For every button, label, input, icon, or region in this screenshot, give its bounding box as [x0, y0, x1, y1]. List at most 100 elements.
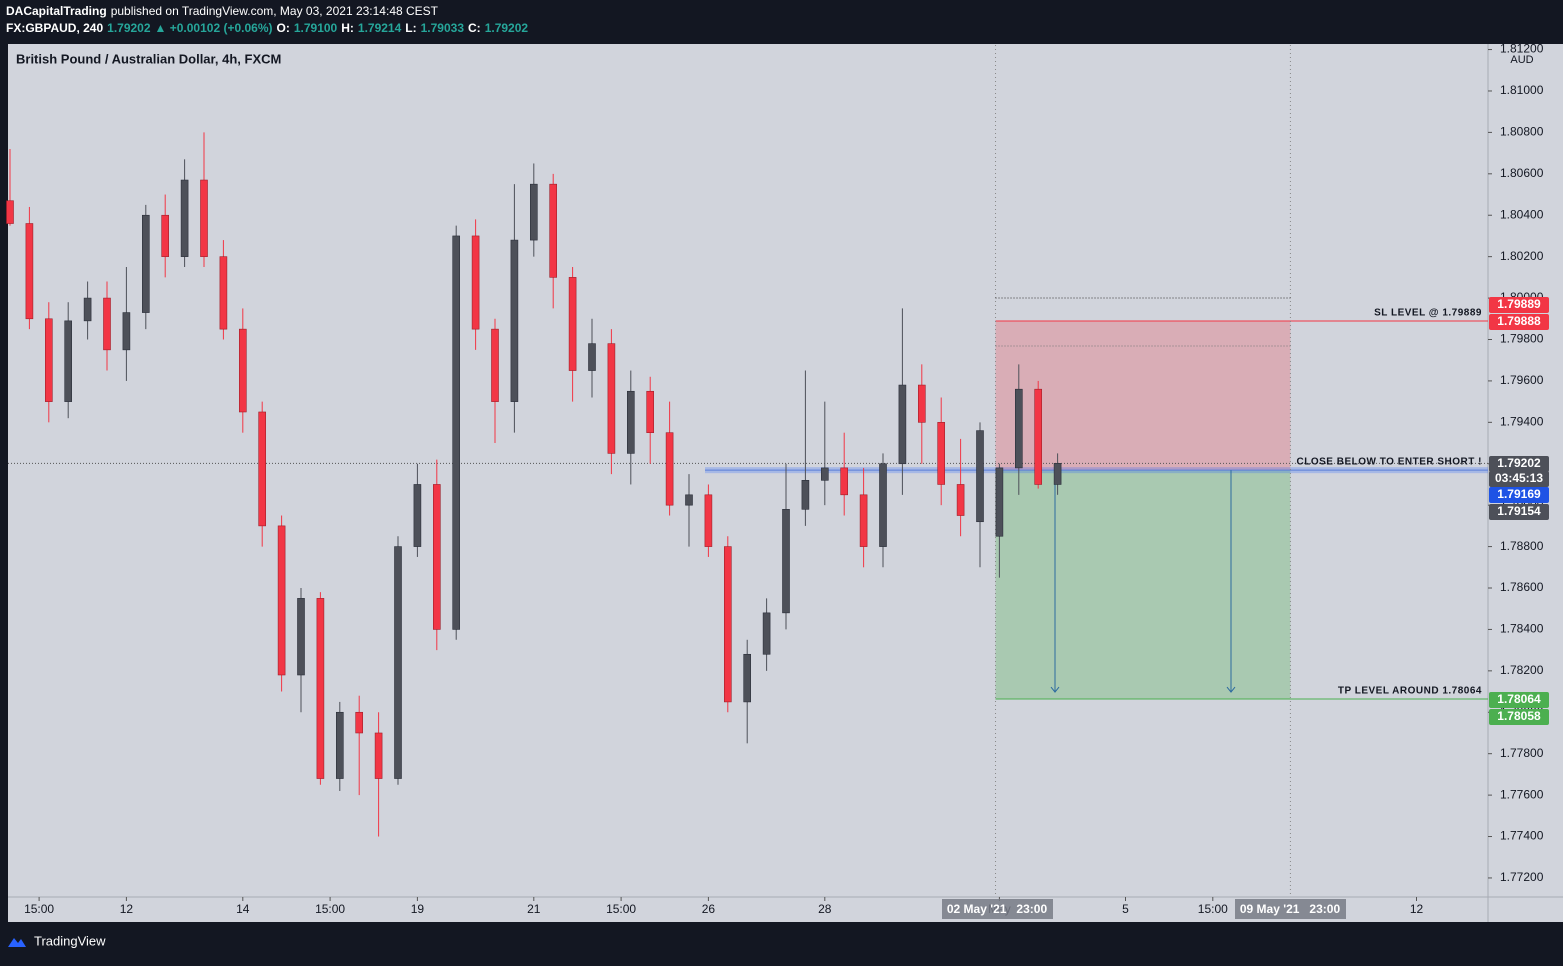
candle-body [25, 223, 34, 320]
price-label-bg [1489, 297, 1549, 313]
plot [6, 45, 1488, 897]
x-tick-label: 15:00 [315, 902, 345, 916]
price-label-bg [1489, 456, 1549, 472]
y-tick-label: 1.78600 [1500, 580, 1544, 594]
price-label: 1.79889 [1497, 297, 1541, 311]
candle-body [801, 480, 810, 510]
candle-body [879, 463, 887, 547]
y-tick-label: 1.79400 [1500, 415, 1544, 429]
candle-body [394, 546, 402, 779]
candle-body [64, 320, 72, 402]
y-tick-label: 1.80800 [1500, 125, 1544, 139]
header-line2: FX:GBPAUD, 240 1.79202 ▲ +0.00102 (+0.06%)… [6, 21, 528, 35]
candle-body [200, 179, 208, 257]
candle-body [646, 390, 655, 433]
candle-body [762, 612, 771, 655]
header-bg [0, 0, 1563, 44]
candle-body [588, 343, 596, 371]
y-tick-label: 1.79600 [1500, 373, 1544, 387]
header-text: published on TradingView.com, May 03, 20… [111, 4, 439, 18]
price-label-bg [1489, 692, 1549, 708]
annotation: TP LEVEL AROUND 1.78064 [1338, 686, 1482, 697]
y-tick-label: 1.81000 [1500, 83, 1544, 97]
header-field: H: [341, 21, 354, 35]
x-tick-label: 19 [411, 902, 425, 916]
candle-body [491, 328, 499, 402]
candle-body [471, 235, 480, 330]
date-label: 02 May '21 23:00 [947, 902, 1048, 916]
candle-body [859, 494, 868, 547]
y-tick-label: 1.77600 [1500, 787, 1544, 801]
candle-body [626, 390, 635, 454]
header-line1: DACapitalTrading published on TradingView… [6, 4, 439, 18]
x-tick-label: 14 [236, 902, 250, 916]
header-field: 1.79202 [107, 21, 151, 35]
candle-body [685, 494, 693, 506]
candle-body [665, 432, 674, 506]
x-tick-label: 15:00 [24, 902, 54, 916]
header-field: ▲ +0.00102 (+0.06%) [155, 21, 273, 35]
annotation: CLOSE BELOW TO ENTER SHORT ! [1297, 457, 1482, 468]
y-tick-label: 1.80200 [1500, 249, 1544, 263]
date-label: 09 May '21 23:00 [1240, 902, 1341, 916]
candle-body [6, 200, 14, 224]
header-field: O: [277, 21, 290, 35]
price-label: 03:45:13 [1495, 471, 1543, 485]
chart-title: British Pound / Australian Dollar, 4h, F… [16, 51, 281, 66]
price-label-bg [1489, 314, 1549, 330]
logo [8, 938, 26, 947]
header-field: 1.79202 [485, 21, 529, 35]
price-label: 1.78058 [1497, 709, 1541, 723]
price-label: 1.79154 [1497, 504, 1541, 518]
candle-body [937, 422, 946, 485]
candle-body [316, 598, 325, 779]
candle-body [898, 384, 907, 465]
candle-body [335, 711, 344, 779]
y-tick-label: 1.77200 [1500, 870, 1544, 884]
price-label-bg [1489, 487, 1549, 503]
candle-body [529, 183, 538, 241]
candle-body [44, 318, 53, 402]
candle-body [142, 214, 150, 313]
header-field: C: [468, 21, 481, 35]
annotation: SL LEVEL @ 1.79889 [1374, 308, 1482, 319]
candle-body [122, 312, 131, 351]
x-tick-label: 28 [818, 902, 832, 916]
candle-body [83, 297, 92, 322]
x-tick-label: 15:00 [1198, 902, 1228, 916]
candle-body [1053, 463, 1062, 485]
candle-body [607, 343, 616, 454]
candle-body [432, 484, 441, 630]
x-tick-label: 12 [120, 902, 134, 916]
candle-body [743, 653, 752, 703]
x-tick-label: 26 [702, 902, 716, 916]
candle-body [297, 598, 305, 676]
x-tick-label: 12 [1410, 902, 1424, 916]
candle-body [239, 328, 247, 413]
price-label: 1.79169 [1497, 487, 1541, 501]
header-field: 1.79033 [421, 21, 465, 35]
candle-body [568, 277, 577, 371]
candle-body [180, 179, 189, 257]
date-label-bg [942, 899, 1053, 919]
price-label: 1.79888 [1497, 314, 1541, 328]
candle-body [1034, 388, 1042, 485]
header-field: 1.79100 [294, 21, 338, 35]
header-field: L: [405, 21, 416, 35]
candle-body [258, 411, 267, 527]
y-tick-label: 1.78800 [1500, 539, 1544, 553]
candle-body [782, 509, 790, 614]
arrow-head [1226, 686, 1236, 693]
target-zone [995, 470, 1291, 700]
candle-body [161, 214, 169, 257]
candle-body [704, 494, 713, 547]
arrow-head [1050, 686, 1060, 693]
y-tick-label: 1.77800 [1500, 746, 1544, 760]
x-tick-label: 15:00 [606, 902, 636, 916]
candle-body [277, 525, 286, 676]
price-label-bg [1489, 709, 1549, 725]
candle-body [723, 546, 732, 703]
candle-body [355, 711, 364, 734]
y-tick-label: 1.79800 [1500, 332, 1544, 346]
